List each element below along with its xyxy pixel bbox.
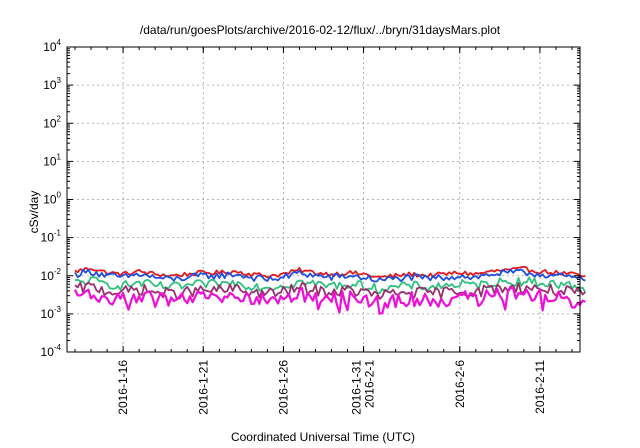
y-tick-label: 10-3 (41, 305, 62, 321)
series-line (74, 276, 587, 294)
series-layer (74, 265, 587, 315)
y-tick-label: 10-4 (41, 343, 62, 359)
x-tick-label: 2016-1-26 (276, 360, 290, 415)
x-tick-label: 2016-2-11 (533, 360, 547, 414)
axis-layer: 10-4 10-3 10-2 10-1 100 101 102 103 104 2016-1-16… (41, 38, 581, 415)
y-axis-label: cSv/day (27, 191, 41, 234)
chart-title: /data/run/goesPlots/archive/2016-02-12/f… (140, 23, 501, 37)
x-tick-label: 2016-1-16 (116, 360, 130, 415)
x-tick-label: 2016-2-6 (453, 360, 467, 408)
series-line (74, 265, 586, 279)
y-tick-label: 10-1 (41, 229, 62, 245)
y-tick-label: 101 (43, 152, 61, 168)
plot-frame (66, 46, 581, 353)
y-tick-label: 104 (43, 38, 61, 54)
x-tick-label: 2016-1-21 (196, 360, 210, 415)
y-tick-label: 10-2 (41, 267, 62, 283)
y-tick-label: 102 (43, 114, 61, 130)
x-tick-label: 2016-2-1 (363, 360, 377, 408)
x-tick-label: 2016-1-31 (350, 360, 364, 415)
series-line (74, 268, 586, 283)
series-line (74, 286, 586, 315)
x-axis-label: Coordinated Universal Time (UTC) (231, 430, 415, 444)
grid-layer (67, 47, 580, 352)
y-tick-label: 100 (43, 191, 61, 207)
y-tick-label: 103 (43, 76, 61, 92)
